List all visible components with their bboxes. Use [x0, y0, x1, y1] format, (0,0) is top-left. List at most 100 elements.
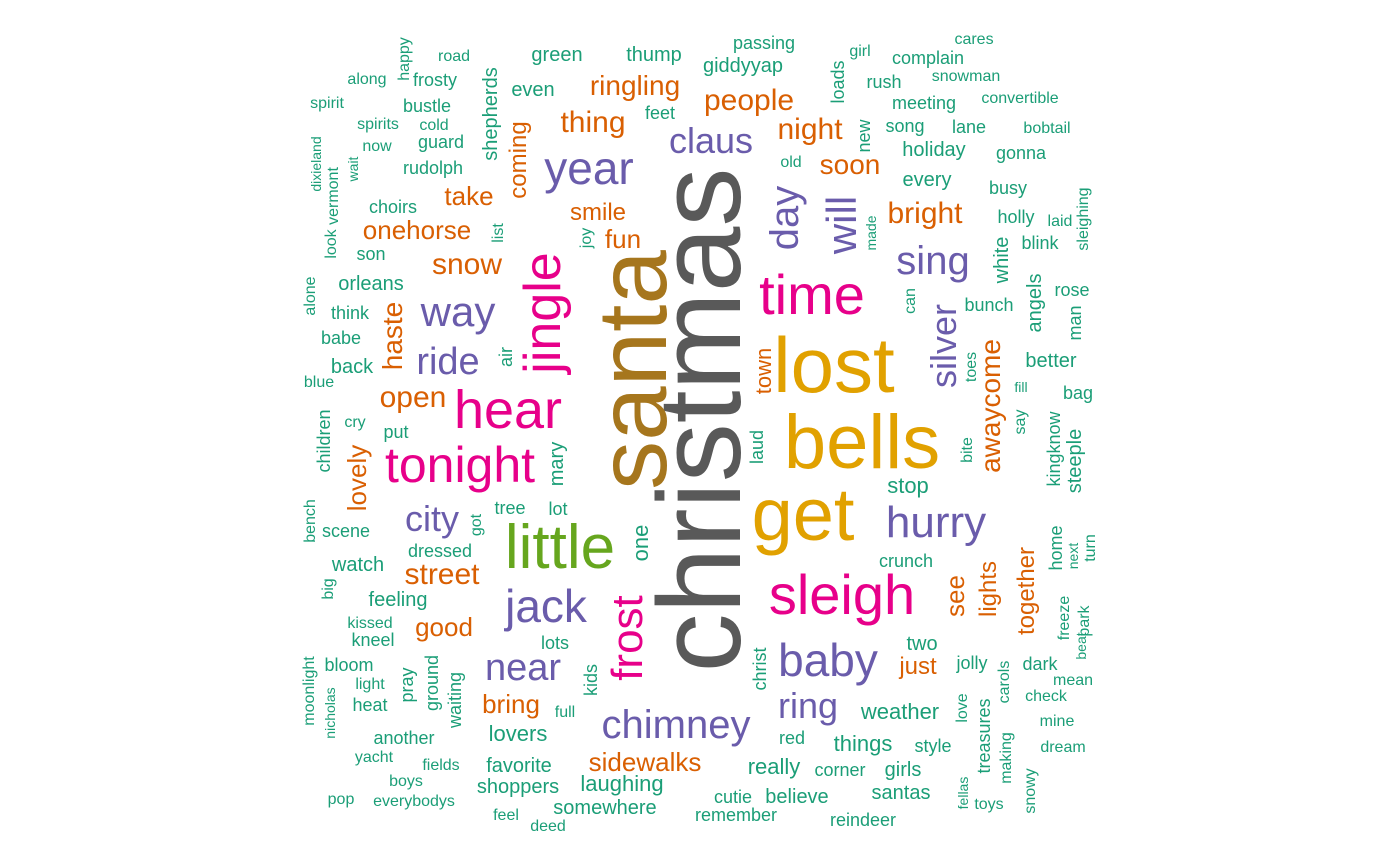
word-things: things	[833, 731, 893, 756]
word-happy: happy	[396, 37, 413, 81]
word-fields: fields	[422, 757, 460, 774]
word-snowy: snowy	[1022, 768, 1039, 814]
word-little: little	[504, 513, 616, 582]
word-deed: deed	[530, 818, 566, 835]
word-lovers: lovers	[488, 721, 548, 746]
word-cold: cold	[419, 117, 449, 134]
word-tonight: tonight	[384, 437, 536, 493]
word-now: now	[362, 138, 392, 155]
word-steeple: steeple	[1064, 428, 1086, 494]
word-kingknow: kingknow	[1044, 411, 1064, 487]
word-complain: complain	[891, 48, 965, 68]
word-kneel: kneel	[351, 630, 395, 650]
word-jingle: jingle	[514, 252, 572, 374]
word-loads: loads	[828, 60, 848, 104]
word-girls: girls	[884, 759, 922, 781]
word-children: children	[314, 409, 334, 473]
word-street: street	[404, 558, 480, 591]
word-man: man	[1065, 305, 1085, 341]
word-soon: soon	[819, 149, 881, 180]
word-big: big	[320, 578, 337, 600]
word-joy: joy	[578, 227, 595, 249]
word-feeling: feeling	[368, 589, 428, 611]
word-love: love	[954, 693, 971, 723]
word-feel: feel	[493, 807, 519, 824]
word-snowman: snowman	[931, 68, 1001, 85]
word-holly: holly	[997, 207, 1035, 227]
word-dressed: dressed	[407, 541, 473, 561]
word-tree: tree	[494, 498, 526, 518]
word-heat: heat	[352, 695, 388, 715]
word-made: made	[863, 215, 879, 251]
word-hurry: hurry	[885, 498, 987, 547]
word-people: people	[703, 84, 795, 117]
word-pray: pray	[397, 667, 417, 703]
word-corner: corner	[814, 760, 866, 780]
word-see: see	[940, 575, 970, 617]
word-christ: christ	[750, 647, 770, 691]
word-just: just	[899, 653, 937, 680]
word-snow: snow	[431, 248, 503, 281]
word-sleigh: sleigh	[768, 563, 916, 626]
word-green: green	[531, 44, 583, 66]
word-thing: thing	[560, 106, 626, 139]
word-orleans: orleans	[338, 273, 404, 295]
word-believe: believe	[765, 786, 829, 808]
word-every: every	[902, 169, 952, 191]
word-ringling: ringling	[589, 70, 681, 101]
word-mean: mean	[1052, 672, 1094, 689]
word-sidewalks: sidewalks	[588, 747, 702, 777]
word-think: think	[330, 303, 370, 323]
word-list: list	[490, 223, 507, 243]
word-son: son	[356, 244, 386, 264]
word-day: day	[763, 185, 807, 251]
word-frost: frost	[603, 595, 652, 681]
word-shepherds: shepherds	[480, 67, 502, 161]
word-open: open	[379, 381, 447, 414]
word-santas: santas	[871, 782, 931, 804]
word-really: really	[747, 754, 801, 779]
word-can: can	[902, 288, 919, 314]
word-ring: ring	[777, 685, 839, 726]
word-white: white	[991, 236, 1013, 284]
word-got: got	[468, 513, 485, 537]
word-air: air	[496, 346, 516, 368]
word-busy: busy	[988, 178, 1028, 198]
word-coming: coming	[505, 121, 532, 199]
word-santa: santa	[577, 250, 687, 490]
word-chimney: chimney	[601, 703, 751, 747]
word-frosty: frosty	[412, 70, 458, 90]
word-will: will	[818, 195, 865, 255]
word-laid: laid	[1047, 213, 1073, 230]
word-spirits: spirits	[357, 116, 399, 133]
word-making: making	[998, 732, 1015, 784]
word-thump: thump	[626, 44, 682, 66]
word-bite: bite	[959, 437, 976, 463]
word-smile: smile	[569, 199, 627, 226]
word-fellas: fellas	[955, 776, 971, 810]
word-along: along	[347, 71, 387, 88]
word-haste: haste	[377, 301, 408, 371]
word-choirs: choirs	[368, 197, 418, 217]
word-ride: ride	[416, 341, 480, 383]
word-style: style	[914, 736, 952, 756]
word-city: city	[405, 498, 459, 539]
word-together: together	[1013, 546, 1040, 636]
word-kids: kids	[581, 663, 601, 697]
word-better: better	[1025, 350, 1077, 372]
word-carols: carols	[996, 660, 1013, 704]
word-freeze: freeze	[1056, 595, 1073, 641]
word-ground: ground	[422, 654, 442, 712]
word-cry: cry	[344, 414, 366, 431]
word-favorite: favorite	[486, 755, 552, 777]
word-laud: laud	[747, 429, 767, 465]
word-take: take	[444, 181, 494, 211]
word-blue: blue	[303, 374, 335, 391]
word-angels: angels	[1024, 273, 1046, 333]
word-mary: mary	[546, 441, 568, 487]
word-scene: scene	[321, 521, 371, 541]
word-near: near	[484, 647, 562, 689]
word-turn: turn	[1082, 534, 1099, 562]
word-claus: claus	[668, 120, 754, 161]
word-silver: silver	[923, 303, 964, 389]
